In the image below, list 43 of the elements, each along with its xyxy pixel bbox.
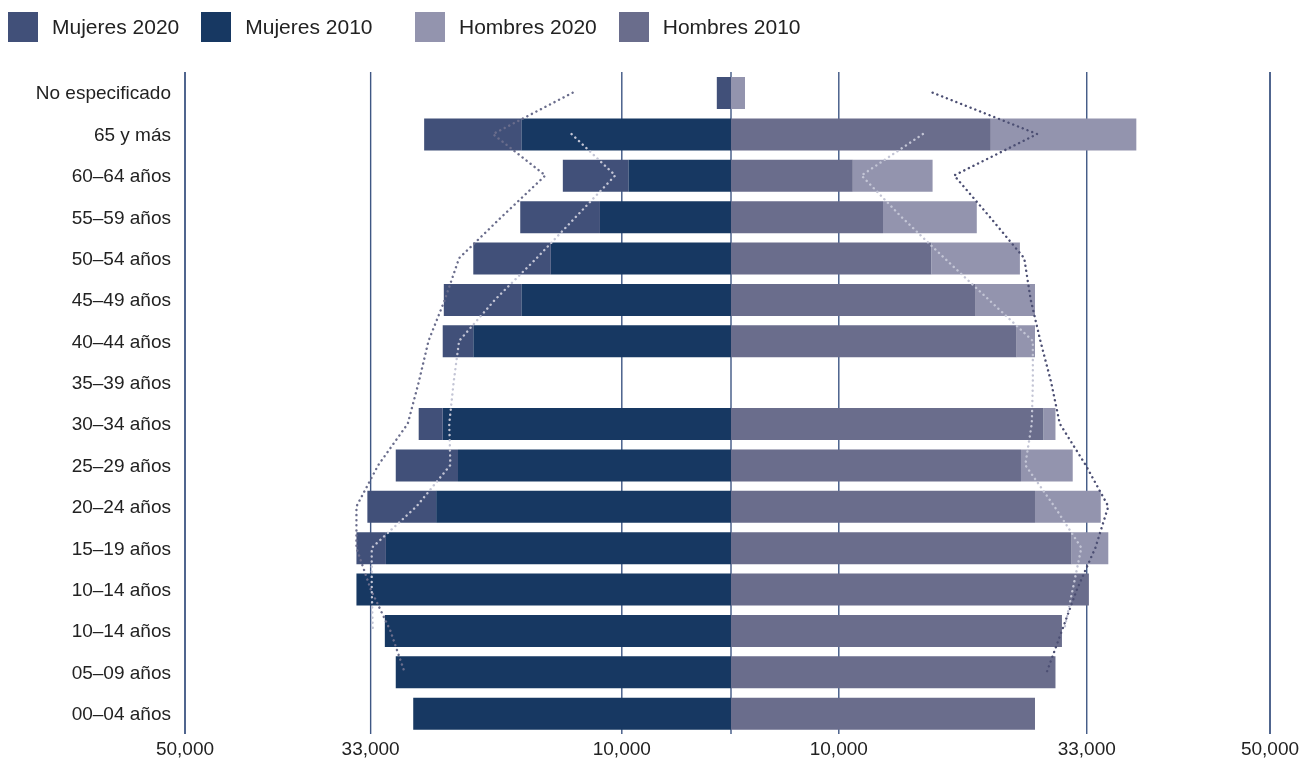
legend-label: Hombres 2020 — [459, 15, 597, 39]
bar — [1016, 325, 1035, 358]
legend-label: Hombres 2010 — [662, 15, 801, 39]
y-tick-label: 20–24 años — [71, 496, 171, 518]
bar — [1043, 408, 1056, 440]
y-tick-label: 25–29 años — [71, 454, 171, 476]
y-tick-label: 50–54 años — [71, 247, 171, 269]
y-tick-label: 05–09 años — [71, 661, 171, 683]
y-tick-label: 65 y más — [93, 123, 171, 145]
bar — [883, 201, 977, 234]
x-tick-label: 33,000 — [341, 738, 400, 760]
legend-label: Mujeres 2010 — [245, 15, 373, 39]
bar — [931, 242, 1020, 275]
y-tick-label: 60–64 años — [71, 165, 171, 187]
bar — [424, 118, 522, 151]
bar — [1071, 532, 1109, 565]
y-tick-label: 40–44 años — [71, 330, 171, 352]
bar — [473, 242, 551, 275]
y-tick-label: 55–59 años — [71, 206, 171, 228]
x-tick-label: 10,000 — [809, 738, 868, 760]
bar — [443, 283, 522, 316]
y-tick-label: 15–19 años — [71, 537, 171, 559]
x-tick-label: 50,000 — [155, 738, 215, 760]
bar — [395, 449, 458, 482]
y-tick-label: No especificado — [35, 82, 171, 104]
y-tick-label: 35–39 años — [71, 372, 171, 394]
bar — [418, 408, 443, 440]
legend-label: Mujeres 2020 — [52, 15, 180, 39]
x-tick-label: 10,000 — [592, 738, 651, 760]
y-tick-label: 00–04 años — [71, 703, 171, 725]
y-tick-label: 30–34 años — [71, 413, 171, 435]
bar — [1035, 490, 1101, 523]
bar — [442, 325, 474, 358]
y-tick-label: 45–49 años — [71, 289, 171, 311]
bar — [1020, 449, 1073, 482]
y-tick-label: 10–14 años — [71, 578, 171, 600]
bar — [852, 159, 933, 192]
x-tick-label: 33,000 — [1057, 738, 1116, 760]
x-tick-label: 50,000 — [1240, 738, 1300, 760]
bar — [520, 201, 600, 234]
bar — [975, 283, 1035, 316]
bar — [990, 118, 1137, 151]
y-tick-label: 10–14 años — [71, 620, 171, 642]
